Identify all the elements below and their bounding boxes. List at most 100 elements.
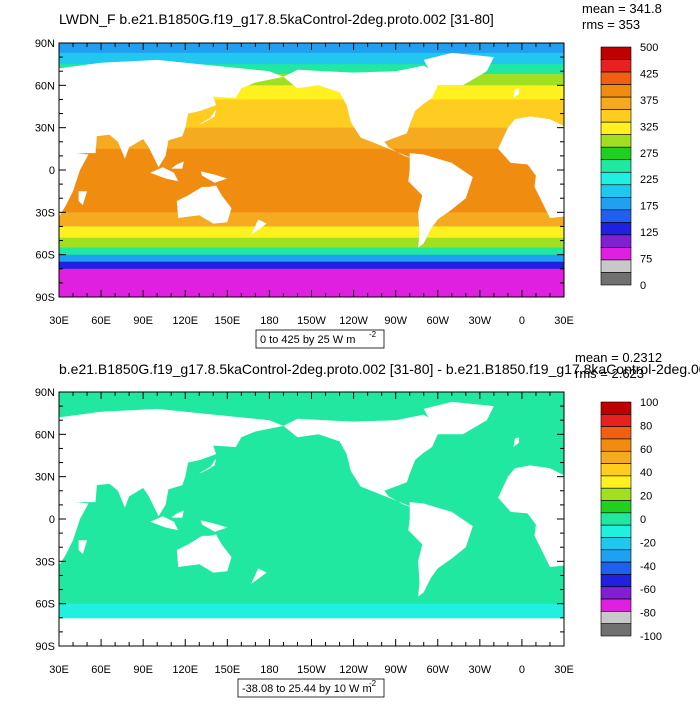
colorbar-box bbox=[600, 611, 632, 624]
panel-bottom-contour-info: -38.08 to 25.44 by 10 W m bbox=[242, 683, 372, 695]
colorbar-box bbox=[600, 84, 632, 98]
field-band bbox=[59, 589, 564, 605]
land-mask bbox=[423, 401, 494, 435]
x-tick-label: 150W bbox=[297, 664, 326, 676]
x-tick-label: 180 bbox=[260, 664, 278, 676]
land-mask bbox=[78, 540, 88, 555]
land-mask bbox=[200, 171, 228, 183]
field-band bbox=[59, 212, 564, 227]
panel-bottom-contour-box bbox=[237, 678, 385, 698]
panel-bottom-xaxis: 30E 60E 90E 120E 150E 180 150W 120W 90W 60W 30W 0 30… bbox=[49, 392, 574, 676]
land-mask bbox=[199, 458, 217, 474]
x-tick-label: 60E bbox=[91, 315, 111, 327]
x-tick-label: 60W bbox=[426, 664, 449, 676]
colorbar-box bbox=[600, 121, 632, 135]
colorbar-box bbox=[600, 46, 632, 60]
x-tick-label: 30W bbox=[469, 664, 492, 676]
colorbar-box bbox=[600, 401, 632, 415]
colorbar-label: -40 bbox=[640, 561, 656, 573]
colorbar-box bbox=[600, 109, 632, 123]
x-tick-label: 30E bbox=[554, 315, 574, 327]
land-mask bbox=[283, 414, 438, 508]
x-tick-label: 90E bbox=[133, 315, 153, 327]
colorbar-box bbox=[600, 59, 632, 73]
field-band bbox=[59, 504, 564, 548]
y-tick-label: 0 bbox=[49, 165, 55, 177]
land-mask bbox=[150, 167, 179, 182]
y-tick-label: 90N bbox=[35, 387, 55, 399]
y-tick-label: 90S bbox=[35, 292, 55, 304]
land-mask bbox=[59, 408, 284, 517]
land-mask bbox=[176, 534, 232, 573]
field-band bbox=[59, 127, 564, 150]
colorbar-box bbox=[600, 222, 632, 236]
panel-bottom-yaxis: 90N 60N 30N 0 30S 60S 90S bbox=[35, 387, 564, 653]
colorbar-box bbox=[600, 159, 632, 173]
colorbar-box bbox=[600, 537, 632, 551]
y-tick-label: 30N bbox=[35, 123, 55, 135]
colorbar-box bbox=[600, 414, 632, 427]
colorbar-box bbox=[600, 463, 632, 477]
colorbar-box bbox=[600, 586, 632, 600]
x-tick-label: 0 bbox=[519, 315, 525, 327]
land-mask bbox=[78, 191, 88, 206]
field-band bbox=[59, 547, 564, 591]
field-band bbox=[59, 191, 564, 213]
panel-bottom: b.e21.B1850G.f19_g17.8.5kaControl-2deg.p… bbox=[35, 350, 700, 698]
y-tick-label: 60S bbox=[35, 250, 55, 262]
x-tick-label: 90W bbox=[384, 664, 407, 676]
colorbar-box bbox=[600, 71, 632, 85]
y-tick-label: 60S bbox=[35, 599, 55, 611]
colorbar-box bbox=[600, 549, 632, 563]
y-tick-label: 0 bbox=[49, 514, 55, 526]
land-mask bbox=[200, 520, 228, 532]
x-tick-label: 0 bbox=[519, 664, 525, 676]
x-tick-label: 120E bbox=[172, 664, 198, 676]
x-tick-label: 60E bbox=[91, 664, 111, 676]
y-tick-label: 30N bbox=[35, 472, 55, 484]
field-band bbox=[59, 237, 564, 249]
panel-top-title: LWDN_F b.e21.B1850G.f19_g17.8.5kaControl… bbox=[59, 11, 494, 27]
y-tick-label: 90S bbox=[35, 641, 55, 653]
colorbar-label: 125 bbox=[640, 227, 658, 239]
panel-bottom-landmask bbox=[59, 401, 564, 597]
panel-bottom-colorbar: 100 80 60 40 20 0 -20 -40 -60 -80 -100 bbox=[600, 397, 662, 643]
land-mask bbox=[498, 465, 564, 567]
x-tick-label: 120W bbox=[339, 315, 368, 327]
colorbar-box bbox=[600, 487, 632, 501]
land-mask bbox=[59, 59, 284, 168]
colorbar-label: 40 bbox=[640, 467, 652, 479]
colorbar-label: 275 bbox=[640, 148, 658, 160]
colorbar-box bbox=[600, 146, 632, 161]
panel-top-mean: mean = 341.8 bbox=[582, 1, 662, 16]
land-mask bbox=[150, 516, 179, 531]
y-tick-label: 60N bbox=[35, 429, 55, 441]
colorbar-box bbox=[600, 512, 632, 526]
y-tick-label: 60N bbox=[35, 80, 55, 92]
colorbar-box bbox=[600, 197, 632, 211]
x-tick-label: 120W bbox=[339, 664, 368, 676]
colorbar-box bbox=[600, 574, 632, 588]
y-tick-label: 90N bbox=[35, 38, 55, 50]
colorbar-box bbox=[600, 134, 632, 148]
y-tick-label: 30S bbox=[35, 556, 55, 568]
panel-bottom-rms: rms = 2.623 bbox=[575, 366, 644, 381]
colorbar-box bbox=[600, 171, 632, 186]
field-band bbox=[59, 226, 564, 239]
colorbar-box bbox=[600, 450, 632, 464]
colorbar-label: 0 bbox=[640, 514, 646, 526]
land-mask bbox=[59, 126, 89, 217]
x-tick-label: 30W bbox=[469, 315, 492, 327]
x-tick-label: 150E bbox=[214, 664, 240, 676]
x-tick-label: 30E bbox=[49, 315, 69, 327]
land-mask bbox=[251, 568, 267, 584]
x-tick-label: 30E bbox=[49, 664, 69, 676]
panel-top-rms: rms = 353 bbox=[582, 17, 640, 32]
colorbar-label: 425 bbox=[640, 68, 658, 80]
x-tick-label: 150E bbox=[214, 315, 240, 327]
colorbar-box bbox=[600, 234, 632, 248]
land-mask bbox=[408, 153, 473, 248]
colorbar-label: 325 bbox=[640, 121, 658, 133]
colorbar-label: -100 bbox=[640, 631, 662, 643]
